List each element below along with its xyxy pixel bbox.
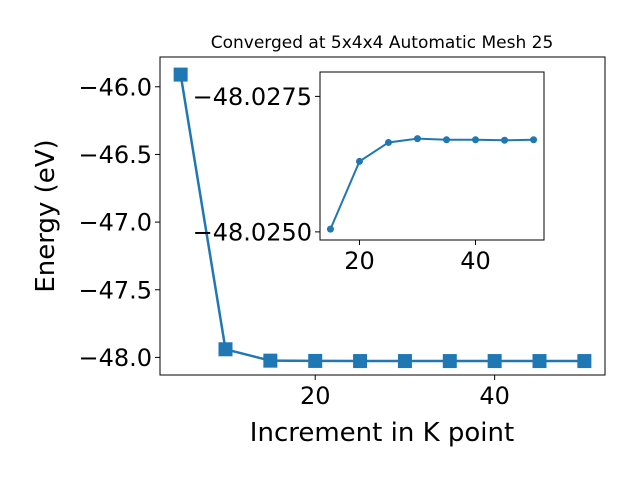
inset-data-point [530,136,538,144]
inset-data-point [501,136,509,144]
main-data-point [442,354,457,369]
inset-axes-frame [319,71,545,241]
inset-data-point [472,136,480,144]
main-y-tick-label: −47.0 [78,209,152,237]
main-y-tick-label: −48.0 [78,344,152,372]
inset-data-point [326,225,334,233]
main-data-point [263,353,278,368]
inset-plot-area [326,135,538,233]
inset-series-line [329,137,534,230]
x-axis-label: Increment in K point [250,418,514,448]
main-series-line [179,74,585,363]
inset-data-point [355,157,363,165]
main-data-point [308,353,323,368]
main-data-point [218,342,233,357]
main-data-point [577,354,592,369]
inset-x-tick-label: 40 [460,247,491,275]
main-x-tick-label: 20 [300,382,331,410]
main-y-tick-label: −46.0 [78,73,152,101]
main-y-tick-label: −46.5 [78,141,152,169]
inset-data-point [443,136,451,144]
y-axis-label: Energy (eV) [31,139,61,292]
main-axes-frame [159,56,606,376]
inset-x-tick-label: 20 [344,247,375,275]
inset-y-tick-label: −48.0250 [193,219,312,247]
main-x-tick-label: 40 [479,382,510,410]
inset-data-point [384,138,392,146]
inset-data-point [413,135,421,143]
main-data-point [173,67,188,82]
main-data-point [532,354,547,369]
inset-axis-ticks: 20 40 −48.0275 −48.0250 [193,83,491,275]
main-data-point [353,354,368,369]
main-axis-ticks: 20 40 −46.0 −46.5 −47.0 −47.5 −48.0 [78,73,509,410]
inset-y-tick-label: −48.0275 [193,83,312,111]
main-plot-area [173,67,592,369]
chart-title: Converged at 5x4x4 Automatic Mesh 25 [211,33,554,53]
main-data-point [487,354,502,369]
main-data-point [397,354,412,369]
inset-axes-background [320,72,544,240]
main-y-tick-label: −47.5 [78,276,152,304]
